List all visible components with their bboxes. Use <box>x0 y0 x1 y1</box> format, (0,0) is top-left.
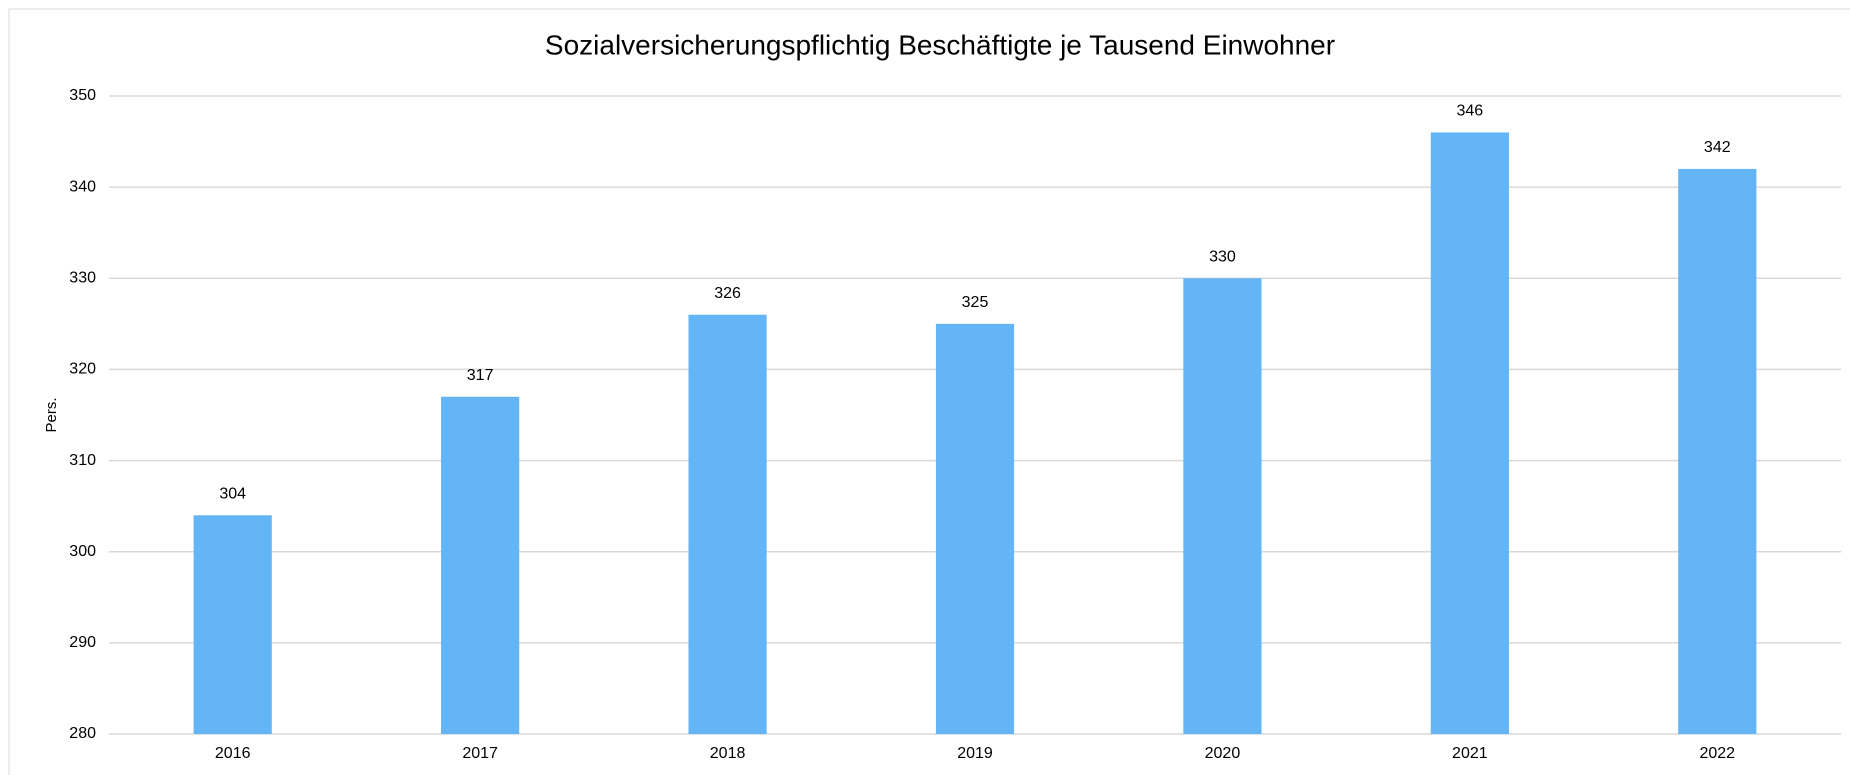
data-label: 325 <box>962 294 989 311</box>
bar <box>441 396 520 734</box>
data-label: 330 <box>1209 249 1236 266</box>
y-tick-label: 290 <box>69 634 96 651</box>
y-tick-label: 310 <box>69 452 96 469</box>
y-tick-label: 280 <box>69 725 96 742</box>
bar <box>1183 278 1262 734</box>
x-tick-label: 2021 <box>1452 745 1488 762</box>
bar <box>688 314 767 734</box>
bar <box>193 515 272 734</box>
data-label: 304 <box>219 485 246 502</box>
x-tick-label: 2018 <box>710 745 746 762</box>
x-tick-label: 2020 <box>1205 745 1241 762</box>
chart-title: Sozialversicherungspflichtig Beschäftigt… <box>545 29 1335 60</box>
x-tick-label: 2019 <box>957 745 993 762</box>
bar <box>935 323 1015 734</box>
data-label: 326 <box>714 285 741 302</box>
y-tick-label: 340 <box>69 178 96 195</box>
data-label: 317 <box>467 367 494 384</box>
y-tick-label: 330 <box>69 270 96 287</box>
chart-frame <box>8 8 1850 775</box>
bar <box>1678 168 1757 734</box>
data-label: 346 <box>1457 103 1484 120</box>
y-tick-label: 350 <box>69 87 96 104</box>
y-tick-label: 320 <box>69 361 96 378</box>
y-tick-label: 300 <box>69 543 96 560</box>
data-label: 342 <box>1704 139 1731 156</box>
x-tick-label: 2022 <box>1699 745 1735 762</box>
y-axis-label: Pers. <box>43 397 60 432</box>
x-tick-label: 2016 <box>215 745 251 762</box>
x-tick-label: 2017 <box>462 745 498 762</box>
bar <box>1430 132 1509 734</box>
